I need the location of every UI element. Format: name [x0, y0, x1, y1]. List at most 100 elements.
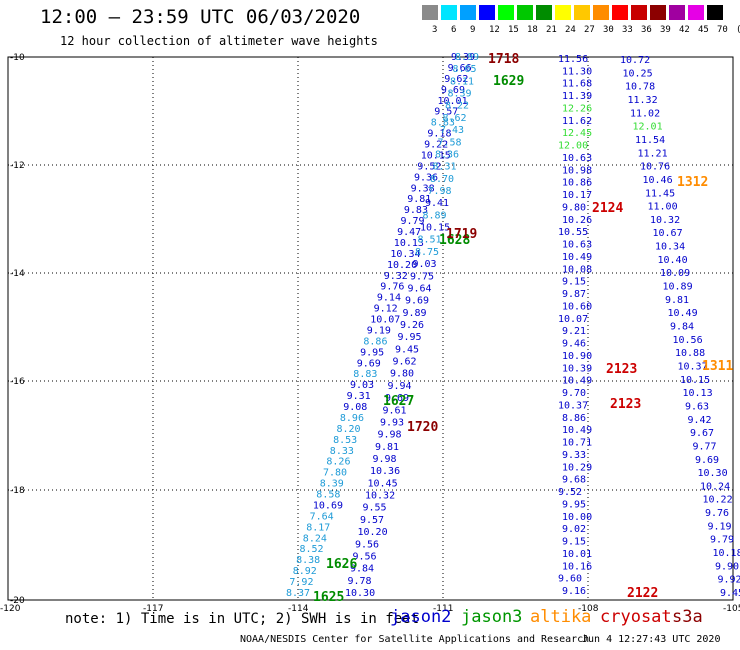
swh-value: 10.30	[345, 588, 375, 599]
swh-value: 8.65	[453, 64, 477, 75]
swh-value: 10.18	[713, 548, 740, 559]
swh-value: 10.20	[387, 260, 417, 271]
swh-value: 8.22	[445, 101, 469, 112]
scale-label: 27	[584, 25, 595, 35]
pass-time-label: 2124	[592, 201, 623, 216]
swh-value: 8.86	[562, 413, 586, 424]
scale-label: 33	[622, 25, 633, 35]
swh-value: 10.49	[668, 308, 698, 319]
swh-value: 10.13	[394, 238, 424, 249]
swh-value: 9.41	[425, 198, 449, 209]
swh-value: 8.26	[326, 457, 350, 468]
swh-value: 10.90	[562, 351, 592, 362]
swh-value: 7.98	[428, 186, 452, 197]
pass-time-label: 1719	[446, 227, 477, 242]
swh-value: 11.39	[562, 91, 592, 102]
lat-label: -14	[10, 269, 25, 279]
swh-value: 11.00	[648, 202, 678, 213]
swh-value: 9.98	[373, 454, 397, 465]
swh-value: 8.86	[363, 336, 387, 347]
swh-value: 9.26	[400, 320, 424, 331]
swh-value: 9.02	[562, 524, 586, 535]
swh-value: 10.36	[370, 466, 400, 477]
swh-value: 11.21	[638, 148, 668, 159]
swh-value: 10.08	[562, 264, 592, 275]
scale-swatch	[574, 5, 590, 20]
swh-value: 10.45	[368, 478, 398, 489]
swh-value: 9.79	[401, 216, 425, 227]
swh-value: 9.69	[695, 455, 719, 466]
swh-value: 9.80	[562, 203, 586, 214]
credit-line: NOAA/NESDIS Center for Satellite Applica…	[240, 634, 590, 645]
lon-label: -117	[143, 604, 163, 614]
swh-value: 10.15	[680, 375, 710, 386]
swh-value: 9.52	[417, 161, 441, 172]
swh-value: 12.45	[562, 128, 592, 139]
pass-time-label: 1312	[677, 175, 708, 190]
swh-value: 10.55	[558, 227, 588, 238]
pass-time-label: 1718	[488, 52, 519, 67]
swh-value: 9.67	[690, 428, 714, 439]
swh-value: 9.31	[347, 391, 371, 402]
swh-value: 9.69	[441, 85, 465, 96]
scale-label: 6	[451, 25, 457, 35]
swh-value: 8.70	[430, 174, 454, 185]
swh-value: 9.42	[688, 415, 712, 426]
scale-label: 36	[641, 25, 652, 35]
swh-value: 10.15	[421, 150, 451, 161]
swh-value: 9.08	[343, 402, 367, 413]
swh-value: 9.57	[360, 515, 384, 526]
swh-value: 9.84	[350, 564, 374, 575]
scale-label: 42	[679, 25, 690, 35]
swh-value: 9.38	[411, 183, 435, 194]
swh-value: 9.95	[360, 347, 384, 358]
swh-value: 8.75	[415, 247, 439, 258]
swh-value: 10.39	[562, 363, 592, 374]
swh-value: 9.79	[710, 535, 734, 546]
swh-value: 8.20	[337, 424, 361, 435]
pass-time-label: 1629	[493, 74, 524, 89]
lat-label: -16	[10, 377, 25, 387]
scale-swatch	[460, 5, 476, 20]
swh-value: 11.45	[645, 188, 675, 199]
swh-value: 9.76	[705, 508, 729, 519]
swh-value: 12.26	[562, 104, 592, 115]
legend-cryosat: cryosat	[600, 607, 672, 627]
swh-value: 9.93	[380, 418, 404, 429]
swh-value: 9.18	[427, 129, 451, 140]
pass-time-label: 1720	[407, 420, 438, 435]
swh-value: 7.80	[323, 468, 347, 479]
swh-value: 10.17	[562, 190, 592, 201]
swh-value: 9.77	[693, 441, 717, 452]
swh-value: 9.81	[407, 194, 431, 205]
scale-swatch	[536, 5, 552, 20]
swh-value: 10.67	[653, 228, 683, 239]
swh-value: 10.01	[438, 96, 468, 107]
swh-value: 9.89	[403, 308, 427, 319]
swh-value: 10.49	[562, 376, 592, 387]
swh-value: 9.45	[395, 344, 419, 355]
swh-value: 10.88	[675, 348, 705, 359]
swh-value: 9.83	[404, 205, 428, 216]
swh-value: 8.37	[286, 588, 310, 599]
swh-value: 9.16	[562, 586, 586, 597]
pass-time-label: 1627	[383, 394, 414, 409]
swh-value: 10.71	[562, 438, 592, 449]
swh-value: 10.76	[640, 162, 670, 173]
swh-value: 10.37	[558, 400, 588, 411]
swh-value: 9.62	[393, 357, 417, 368]
scale-label: 12	[489, 25, 500, 35]
swh-value: 9.84	[670, 322, 694, 333]
lon-label: -111	[433, 604, 453, 614]
swh-value: 9.14	[377, 293, 401, 304]
swh-value: 10.20	[358, 527, 388, 538]
swh-value: 9.32	[384, 271, 408, 282]
lon-label: -120	[0, 604, 21, 614]
swh-value: 11.68	[562, 79, 592, 90]
pass-time-label: 1628	[439, 233, 470, 248]
swh-value: 9.15	[562, 537, 586, 548]
swh-value: 8.99	[455, 52, 479, 63]
swh-value: 9.33	[562, 450, 586, 461]
swh-value: 9.21	[562, 326, 586, 337]
